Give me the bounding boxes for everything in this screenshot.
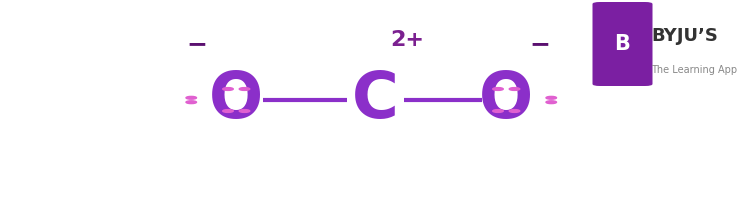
Text: C: C xyxy=(352,69,398,131)
Circle shape xyxy=(493,110,503,112)
Circle shape xyxy=(509,110,520,112)
FancyBboxPatch shape xyxy=(592,2,652,86)
Text: −: − xyxy=(186,32,207,56)
Circle shape xyxy=(546,101,556,104)
Text: O: O xyxy=(209,69,263,131)
Text: O: O xyxy=(479,69,533,131)
Circle shape xyxy=(223,88,233,90)
Circle shape xyxy=(186,101,196,104)
Text: BYJU’S: BYJU’S xyxy=(651,27,718,45)
Circle shape xyxy=(493,88,503,90)
Text: −: − xyxy=(530,32,550,56)
Text: 2+: 2+ xyxy=(390,30,424,50)
Text: B: B xyxy=(614,34,631,54)
Circle shape xyxy=(186,96,196,99)
Circle shape xyxy=(223,110,233,112)
Circle shape xyxy=(239,88,250,90)
Circle shape xyxy=(546,96,556,99)
Circle shape xyxy=(239,110,250,112)
Text: The Learning App: The Learning App xyxy=(651,65,737,75)
Circle shape xyxy=(509,88,520,90)
